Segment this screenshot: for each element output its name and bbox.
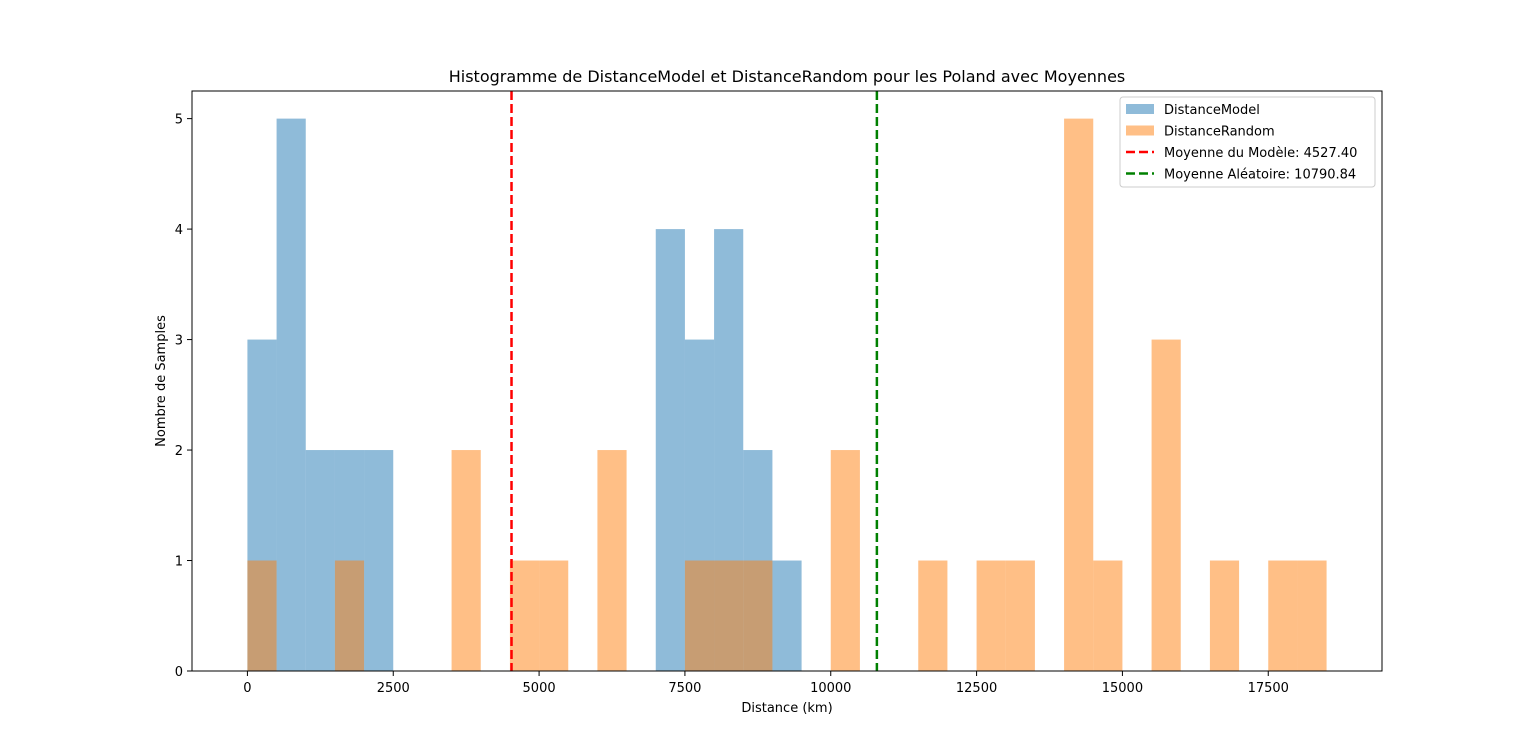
histogram-bar-distancerandom-8 <box>743 560 773 671</box>
legend-swatch-1 <box>1126 125 1154 136</box>
y-tick-label-3: 3 <box>175 334 183 349</box>
histogram-bar-distancerandom-2 <box>451 450 481 671</box>
chart-title: Histogramme de DistanceModel et Distance… <box>449 67 1126 86</box>
y-tick-label-2: 2 <box>175 444 183 459</box>
histogram-bar-distancemodel-4 <box>364 450 394 671</box>
x-axis-label: Distance (km) <box>741 701 832 716</box>
histogram-bar-distancerandom-11 <box>976 560 1006 671</box>
histogram-bar-distancerandom-10 <box>918 560 948 671</box>
histogram-bar-distancerandom-13 <box>1064 118 1094 672</box>
histogram-bar-distancerandom-14 <box>1093 560 1123 671</box>
x-tick-label-2: 5000 <box>523 681 556 696</box>
histogram-bar-distancerandom-4 <box>539 560 569 671</box>
histogram-bar-distancerandom-17 <box>1268 560 1298 671</box>
histogram-bar-distancerandom-9 <box>830 450 860 671</box>
histogram-bar-distancemodel-5 <box>655 229 685 671</box>
x-axis: 0 2500 5000 7500 10000 12500 15000 17500 <box>243 671 1289 696</box>
x-tick-label-0: 0 <box>243 681 251 696</box>
legend-swatch-0 <box>1126 104 1154 114</box>
legend-label-3: Moyenne Aléatoire: 10790.84 <box>1164 168 1356 183</box>
mean-lines-layer <box>510 91 879 671</box>
legend-box <box>1119 96 1376 188</box>
y-axis-label: Nombre de Samples <box>154 315 169 447</box>
y-tick-label-4: 4 <box>175 223 183 238</box>
plot-frame <box>191 90 1383 672</box>
x-tick-label-5: 12500 <box>956 681 997 696</box>
x-tick-label-6: 15000 <box>1102 681 1143 696</box>
histogram-bar-distancerandom-7 <box>714 560 744 671</box>
histogram-bar-distancerandom-6 <box>684 560 715 671</box>
y-tick-label-1: 1 <box>175 555 183 570</box>
legend: DistanceModel DistanceRandom Moyenne du Mo… <box>1119 96 1376 188</box>
histogram-bar-distancerandom-15 <box>1151 339 1181 671</box>
legend-label-1: DistanceRandom <box>1164 125 1275 140</box>
x-tick-label-3: 7500 <box>668 681 701 696</box>
y-tick-label-0: 0 <box>175 665 183 680</box>
histogram-bar-distancerandom-16 <box>1209 560 1240 671</box>
y-tick-label-5: 5 <box>175 113 183 128</box>
histogram-bar-distancemodel-2 <box>305 450 335 671</box>
y-axis: 0 1 2 3 4 5 <box>175 113 192 680</box>
bars-layer <box>247 118 1327 672</box>
x-tick-label-1: 2500 <box>377 681 410 696</box>
x-tick-label-4: 10000 <box>810 681 851 696</box>
histogram-bar-distancerandom-12 <box>1005 560 1035 671</box>
histogram-bar-distancemodel-1 <box>276 118 306 672</box>
histogram-bar-distancerandom-0 <box>247 560 277 671</box>
legend-label-2: Moyenne du Modèle: 4527.40 <box>1164 146 1357 161</box>
histogram-bar-distancemodel-9 <box>772 560 802 671</box>
histogram-bar-distancerandom-1 <box>334 560 365 671</box>
histogram-bar-distancerandom-5 <box>597 450 627 671</box>
x-tick-label-7: 17500 <box>1248 681 1289 696</box>
histogram-bar-distancerandom-18 <box>1297 560 1327 671</box>
legend-label-0: DistanceModel <box>1164 103 1260 118</box>
histogram-bar-distancerandom-3 <box>509 560 540 671</box>
